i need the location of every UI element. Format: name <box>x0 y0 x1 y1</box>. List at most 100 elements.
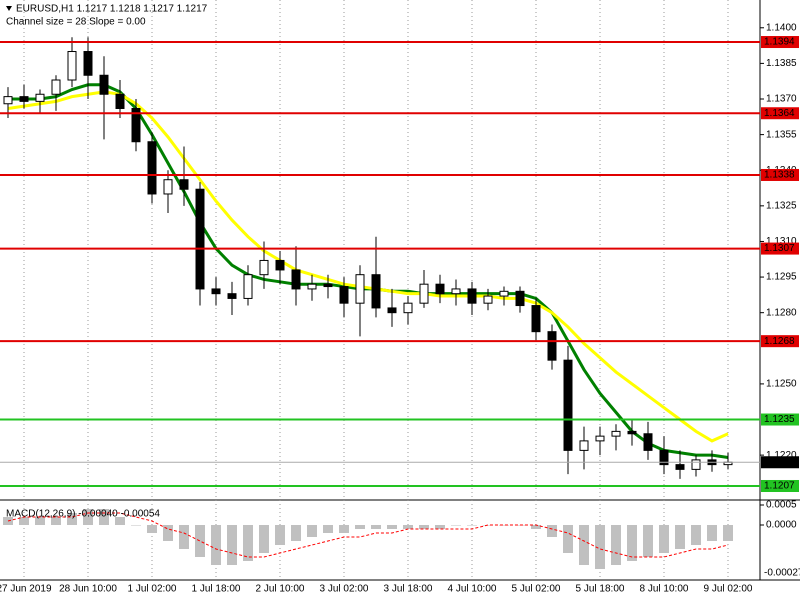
macd-bar <box>595 525 605 569</box>
candle-body <box>67 51 77 81</box>
macd-bar <box>371 525 381 529</box>
x-tick-label: 3 Jul 02:00 <box>320 584 369 595</box>
y-tick-label: 1.1385 <box>766 58 797 69</box>
macd-bar <box>579 525 589 565</box>
candle-body <box>131 107 141 143</box>
macd-bar <box>627 525 637 561</box>
y-tick-label: 1.1370 <box>766 94 797 105</box>
macd-bar <box>531 525 541 529</box>
macd-bar <box>115 517 125 525</box>
macd-bar <box>163 525 173 541</box>
macd-signal <box>7 512 729 558</box>
candle-body <box>147 141 157 195</box>
x-tick-label: 5 Jul 18:00 <box>576 584 625 595</box>
y-tick-label: 1.1250 <box>766 379 797 390</box>
last-price-bg <box>761 456 799 469</box>
candle-body <box>99 74 109 95</box>
macd-bar <box>323 525 333 533</box>
labels: 27 Jun 2019 28 Jun 10:00 1 Jul 02:00 1 Jul … <box>0 22 799 595</box>
x-tick-label: 5 Jul 02:00 <box>512 584 561 595</box>
candle-body <box>115 93 125 109</box>
y-tick-label: 1.1280 <box>766 307 797 318</box>
candle-body <box>339 286 349 304</box>
candle-body <box>163 179 173 195</box>
candle-body <box>627 430 637 435</box>
macd-bar <box>467 525 477 526</box>
candle-body <box>243 274 253 299</box>
candle-body <box>35 93 45 102</box>
x-tick-label: 3 Jul 18:00 <box>384 584 433 595</box>
level-label: 1.1394 <box>764 37 795 48</box>
candle-body <box>371 274 381 309</box>
macd-bar <box>691 525 701 545</box>
macd-bar <box>275 525 285 545</box>
y-tick-label: 1.1295 <box>766 272 797 283</box>
level-label-bg <box>761 479 799 492</box>
candle-body <box>467 288 477 304</box>
indicator-info: Channel size = 28 Slope = 0.00 <box>6 17 146 28</box>
candle-body <box>643 433 653 451</box>
level-label: 1.1207 <box>764 481 795 492</box>
candle-body <box>259 259 269 276</box>
candle-body <box>307 283 317 290</box>
macd-bar <box>611 525 621 565</box>
x-tick-label: 4 Jul 10:00 <box>448 584 497 595</box>
candle-body <box>563 359 573 451</box>
candle-body <box>179 179 189 190</box>
candle-body <box>579 440 589 451</box>
candle-body <box>611 430 621 437</box>
macd-bar <box>147 525 157 533</box>
candle-body <box>323 283 333 288</box>
macd-bar <box>499 525 509 526</box>
macd-bar <box>179 525 189 549</box>
macd-bottom-label: -0.00027 <box>764 568 800 579</box>
macd-bar <box>83 509 93 525</box>
macd-bar <box>99 509 109 525</box>
candle-body <box>195 188 205 290</box>
macd-bar <box>435 525 445 529</box>
macd-bar <box>35 517 45 525</box>
candle-body <box>691 459 701 470</box>
macd-bar <box>547 525 557 537</box>
level-label-bg <box>761 413 799 426</box>
macd-bar <box>195 525 205 557</box>
macd-bar <box>675 525 685 549</box>
level-label-bg <box>761 168 799 181</box>
x-tick-label: 2 Jul 10:00 <box>256 584 305 595</box>
chart-title: EURUSD,H1 1.1217 1.1218 1.1217 1.1217 <box>16 4 208 15</box>
candle-body <box>275 259 285 271</box>
candle-body <box>3 96 13 105</box>
level-label-bg <box>761 107 799 120</box>
macd-bar <box>403 525 413 529</box>
level-label-bg <box>761 335 799 348</box>
y-tick-label: 1.1400 <box>766 22 797 33</box>
candle-body <box>355 274 365 304</box>
level-label: 1.1268 <box>764 336 795 347</box>
candle-body <box>531 305 541 333</box>
level-label: 1.1307 <box>764 243 795 254</box>
macd-bar <box>723 525 733 541</box>
y-tick-label: 1.1325 <box>766 200 797 211</box>
candle-body <box>483 295 493 304</box>
y-tick-label: 1.1310 <box>766 236 797 247</box>
moving-average <box>7 90 729 443</box>
candle-body <box>387 307 397 314</box>
macd-bar <box>419 525 429 529</box>
macd-bar <box>563 525 573 553</box>
candle-body <box>19 96 29 102</box>
candle-body <box>515 290 525 307</box>
candle-body <box>403 302 413 314</box>
candle-body <box>547 331 557 361</box>
macd-bar <box>339 525 349 533</box>
candle-body <box>499 290 509 297</box>
level-label-bg <box>761 36 799 49</box>
plot <box>0 37 760 569</box>
candle-body <box>83 51 93 76</box>
macd-bar <box>211 525 221 565</box>
x-tick-label: 9 Jul 02:00 <box>704 584 753 595</box>
macd-bar <box>387 525 397 529</box>
y-tick-label: 1.1355 <box>766 129 797 140</box>
macd-bar <box>355 525 365 529</box>
x-tick-label: 8 Jul 10:00 <box>640 584 689 595</box>
